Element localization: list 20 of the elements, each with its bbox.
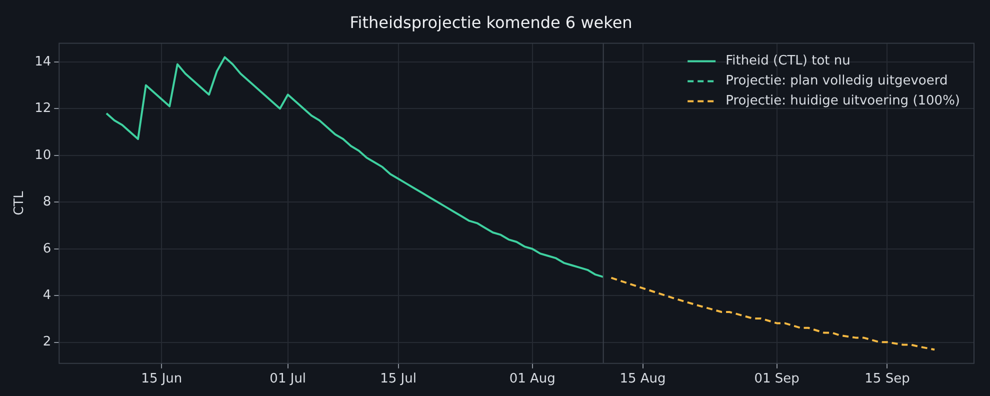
y-tick-label: 12 [34,101,52,116]
y-tick-label: 6 [42,241,52,256]
x-tick-label: 01 Aug [509,372,556,387]
line-series [610,276,936,351]
y-tick-label: 4 [42,288,52,303]
x-tick-label: 15 Sep [864,372,910,387]
x-tick-label: 01 Jul [270,372,306,387]
x-tick-label: 15 Aug [620,372,666,387]
legend-label: Projectie: plan volledig uitgevoerd [726,74,948,89]
x-tick-label: 01 Sep [754,372,800,387]
legend-label: Projectie: huidige uitvoering (100%) [726,94,960,109]
x-tick-label: 15 Jul [380,372,416,387]
y-axis-title: CTL [12,190,28,216]
y-tick-label: 10 [34,148,52,163]
y-tick-label: 2 [42,334,52,350]
y-tick-label: 14 [34,54,52,70]
y-tick-label: 8 [42,194,52,210]
x-tick-label: 15 Jun [141,372,182,387]
legend-label: Fitheid (CTL) tot nu [726,54,850,69]
chart-title: Fitheidsprojectie komende 6 weken [350,12,632,32]
